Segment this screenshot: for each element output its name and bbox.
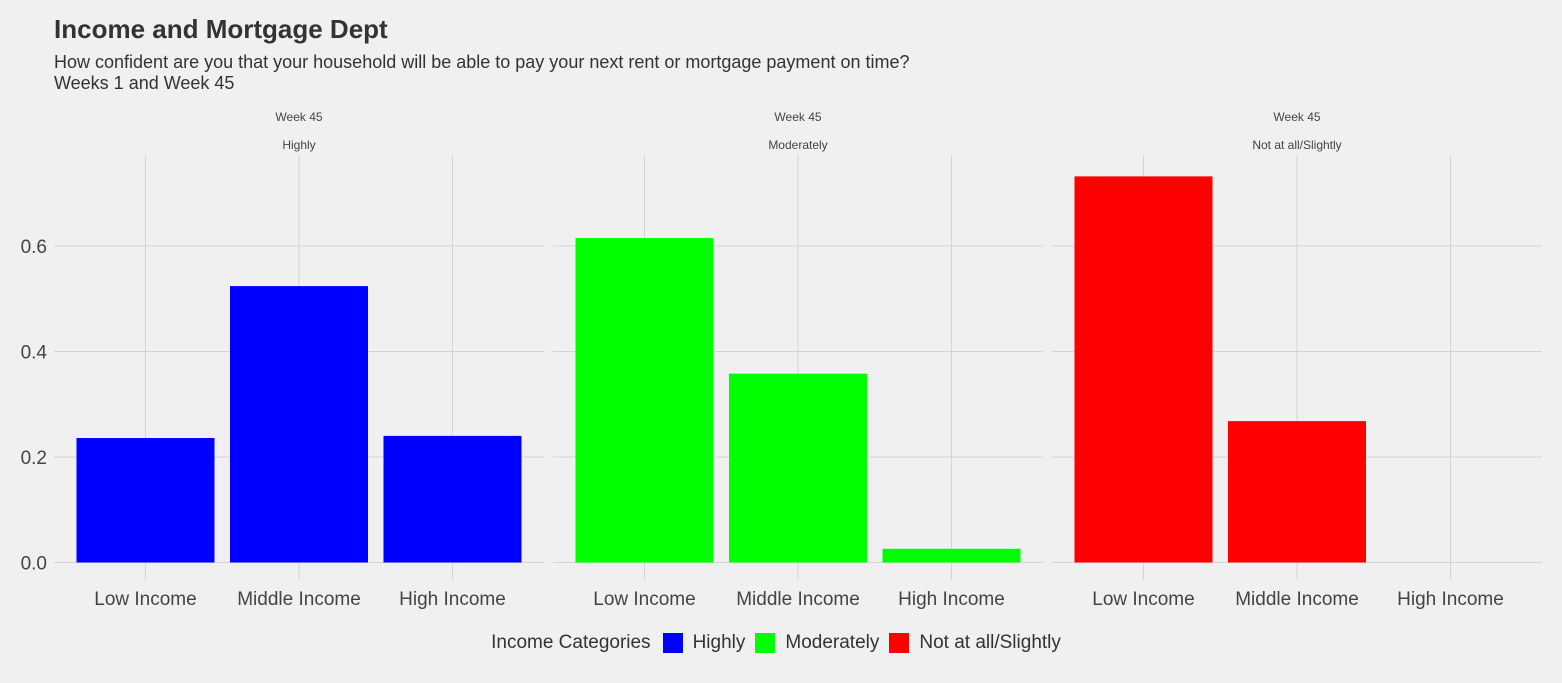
legend-key-not-at-all-slightly: [889, 633, 910, 653]
bar-not-at-all-slightly-middle-income: [1228, 421, 1366, 563]
x-tick-label-middle-income: Middle Income: [1235, 589, 1359, 610]
x-tick-label-high-income: High Income: [399, 589, 506, 610]
legend-item-not-at-all-slightly: Not at all/Slightly: [889, 632, 1061, 654]
bar-highly-low-income: [76, 438, 215, 563]
legend-item-moderately: Moderately: [755, 632, 879, 654]
legend-key-moderately: [755, 633, 776, 653]
y-tick-label: 0.6: [21, 237, 47, 258]
legend: Income Categories Highly Moderately Not …: [0, 632, 1562, 654]
x-tick-label-high-income: High Income: [1397, 589, 1504, 610]
strip-top-label-highly: Week 45: [275, 110, 322, 124]
x-tick-label-low-income: Low Income: [1092, 589, 1194, 610]
subtitle-line-2: Weeks 1 and Week 45: [54, 73, 235, 93]
strip-top-label-moderately: Week 45: [774, 110, 821, 124]
legend-label-moderately: Moderately: [785, 632, 880, 653]
x-tick-label-low-income: Low Income: [593, 589, 695, 610]
x-tick-label-high-income: High Income: [898, 589, 1005, 610]
strip-top-label-not-at-all-slightly: Week 45: [1273, 110, 1320, 124]
bar-moderately-low-income: [575, 238, 714, 563]
legend-label-highly: Highly: [692, 632, 746, 653]
strip-bottom-label-highly: Highly: [282, 138, 315, 152]
chart-title: Income and Mortgage Dept: [54, 14, 388, 44]
y-tick-label: 0.0: [21, 554, 47, 575]
x-tick-label-low-income: Low Income: [94, 589, 196, 610]
bar-not-at-all-slightly-low-income: [1074, 176, 1213, 563]
strip-bottom-label-not-at-all-slightly: Not at all/Slightly: [1252, 138, 1341, 152]
subtitle-line-1: How confident are you that your househol…: [54, 52, 910, 72]
legend-item-highly: Highly: [662, 632, 746, 654]
x-tick-label-middle-income: Middle Income: [237, 589, 361, 610]
legend-key-highly: [662, 633, 683, 653]
bar-moderately-high-income: [882, 548, 1021, 563]
chart-subtitle: How confident are you that your househol…: [54, 52, 910, 94]
bar-highly-middle-income: [230, 286, 368, 563]
y-tick-label: 0.4: [21, 343, 48, 364]
legend-label-not-at-all-slightly: Not at all/Slightly: [919, 632, 1061, 653]
strip-bottom-label-moderately: Moderately: [768, 138, 827, 152]
y-tick-label: 0.2: [21, 448, 47, 469]
bar-highly-high-income: [383, 435, 522, 563]
x-tick-label-middle-income: Middle Income: [736, 589, 860, 610]
bar-moderately-middle-income: [729, 373, 867, 563]
legend-title: Income Categories: [491, 632, 651, 653]
